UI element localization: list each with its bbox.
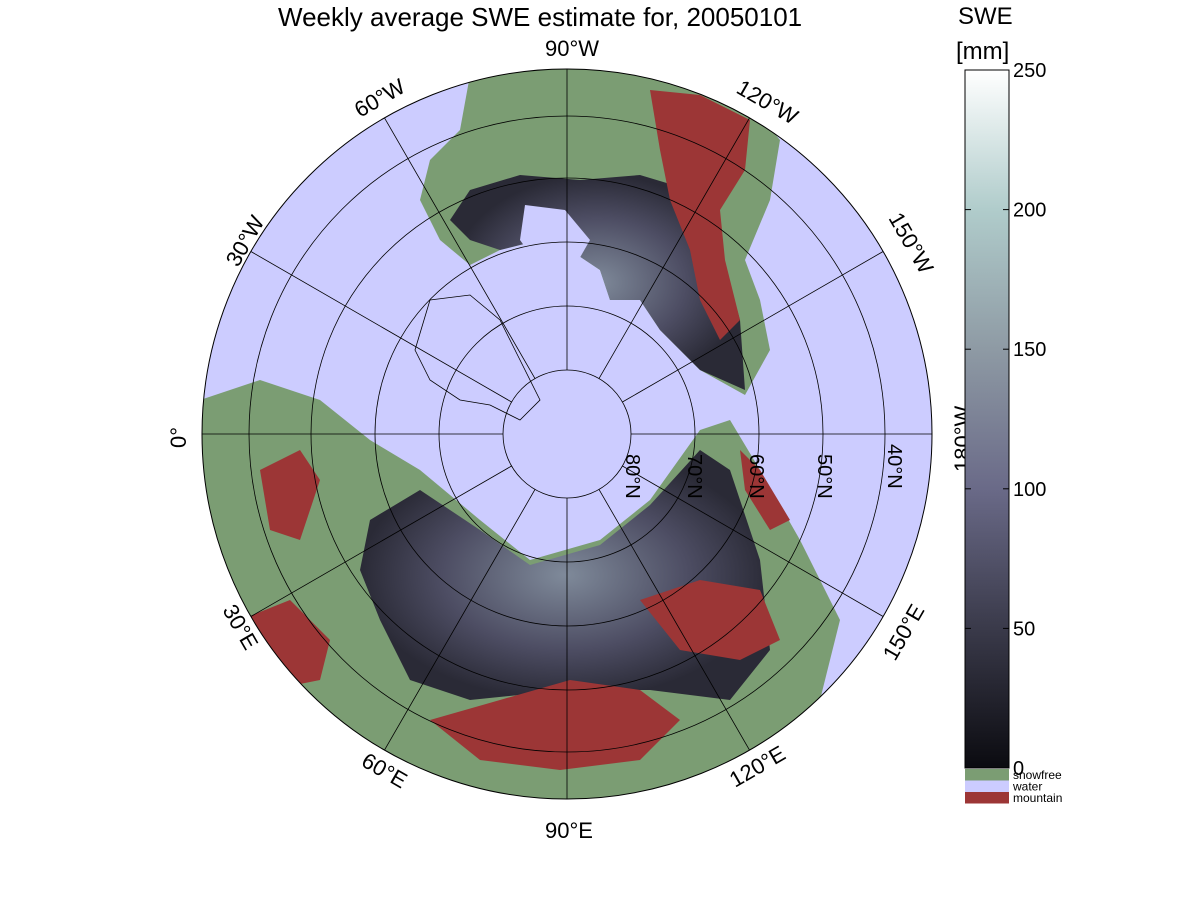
colorbar-tick-label: 150 bbox=[1013, 339, 1046, 361]
lat-label-40n: 40°N bbox=[883, 444, 905, 489]
colorbar-tick-label: 50 bbox=[1013, 618, 1035, 640]
colorbar-tick-label: 250 bbox=[1013, 60, 1046, 82]
legend-swatch-snowfree bbox=[965, 769, 1009, 781]
legend-label-mountain: mountain bbox=[1013, 791, 1062, 805]
lon-label-90w: 90°W bbox=[545, 36, 599, 61]
colorbar-tick-label: 100 bbox=[1013, 479, 1046, 501]
greenland-outline bbox=[414, 294, 541, 421]
colorbar-tick-label: 200 bbox=[1013, 200, 1046, 222]
legend-swatch-water bbox=[965, 780, 1009, 792]
graticule bbox=[202, 69, 932, 799]
central-asia-mountains bbox=[430, 680, 680, 770]
lat-label-70n: 70°N bbox=[683, 454, 705, 499]
lon-label-90e: 90°E bbox=[545, 818, 593, 843]
scandinavia-mountains bbox=[260, 450, 320, 540]
map-border bbox=[201, 68, 933, 800]
lon-label-0: 0° bbox=[166, 427, 191, 448]
legend-label-snowfree: snowfree bbox=[1013, 768, 1062, 782]
figure-title: Weekly average SWE estimate for, 2005010… bbox=[278, 2, 803, 32]
hudson-bay bbox=[520, 205, 590, 275]
colorbar-tick-label: 0 bbox=[1013, 758, 1024, 780]
lat-label-60n: 60°N bbox=[745, 454, 767, 499]
eurasia-snow bbox=[360, 450, 770, 700]
lat-label-50n: 50°N bbox=[813, 454, 835, 499]
legend-swatch-mountain bbox=[965, 792, 1009, 804]
legend-label-water: water bbox=[1012, 780, 1042, 794]
lat-label-80n: 80°N bbox=[621, 454, 643, 499]
far-east-mountains bbox=[740, 450, 790, 530]
colorbar-title: SWE bbox=[958, 3, 1013, 30]
colorbar-ramp bbox=[964, 69, 1010, 769]
colorbar-units: [mm] bbox=[956, 38, 1010, 65]
east-siberia-mountains bbox=[640, 580, 780, 660]
